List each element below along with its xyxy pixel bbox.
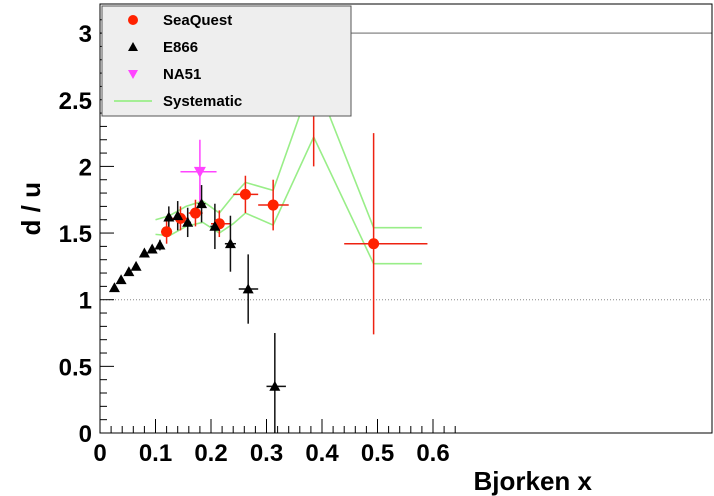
legend-marker-na51 xyxy=(128,70,138,79)
y-tick-label: 1.5 xyxy=(59,221,92,248)
e866-point xyxy=(154,239,166,250)
x-tick-label: 0.1 xyxy=(139,440,172,467)
y-tick-label: 1 xyxy=(79,288,92,315)
y-tick-label: 0 xyxy=(79,421,92,448)
seaquest-point xyxy=(368,238,380,250)
e866-point xyxy=(130,260,142,271)
seaquest-point xyxy=(189,207,201,219)
e866-point xyxy=(163,211,175,222)
x-tick-label: 0.2 xyxy=(194,440,227,467)
legend-marker-seaquest xyxy=(128,15,138,25)
e866-point xyxy=(115,274,127,285)
x-tick-label: 0.3 xyxy=(250,440,283,467)
seaquest-point xyxy=(239,188,251,200)
legend-label: SeaQuest xyxy=(163,12,232,29)
y-tick-label: 2.5 xyxy=(59,88,92,115)
e866-point xyxy=(269,380,281,391)
y-tick-label: 3 xyxy=(79,21,92,48)
y-axis-title: d / u xyxy=(16,182,46,235)
e866-point xyxy=(182,216,194,227)
legend-marker-e866 xyxy=(128,42,138,51)
e866-point xyxy=(108,282,120,293)
e866-point xyxy=(146,243,158,254)
seaquest-point xyxy=(267,199,279,211)
legend-label: NA51 xyxy=(163,66,201,83)
legend-box xyxy=(101,5,352,117)
e866-point xyxy=(224,238,236,249)
seaquest-point xyxy=(161,226,173,238)
x-axis-title: Bjorken x xyxy=(474,466,593,496)
x-tick-label: 0 xyxy=(93,440,106,467)
plot-frame xyxy=(99,3,713,434)
tick-label-layer: 0 0.1 0.2 0.3 0.4 0.5 0.6 0 0.5 1 1.5 2 2.5 3 xyxy=(59,21,450,467)
e866-point xyxy=(209,220,221,231)
x-tick-label: 0.5 xyxy=(361,440,394,467)
x-tick-label: 0.6 xyxy=(416,440,449,467)
e866-point xyxy=(138,247,150,258)
na51-point xyxy=(193,166,206,178)
legend-label: E866 xyxy=(163,39,198,56)
e866-point xyxy=(242,283,254,294)
axes-layer xyxy=(99,3,713,434)
e866-point xyxy=(123,266,135,277)
legend-label: Systematic xyxy=(163,93,242,110)
e866-point xyxy=(172,210,184,221)
y-tick-label: 0.5 xyxy=(59,354,92,381)
x-tick-label: 0.4 xyxy=(305,440,339,467)
y-tick-label: 2 xyxy=(79,154,92,181)
legend: SeaQuest E866 NA51 Systematic xyxy=(101,5,352,117)
e866-point xyxy=(196,198,208,209)
